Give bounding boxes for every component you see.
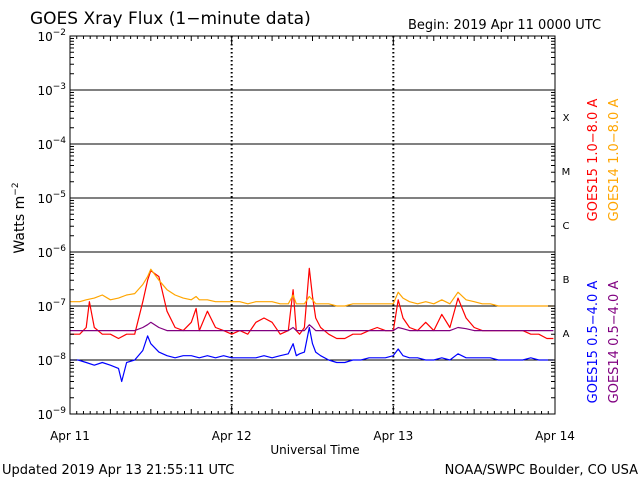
legend-entry-0: GOES15 1.0−8.0 A [586,99,601,222]
x-tick-label-3: Apr 14 [535,429,575,443]
chart-title: GOES Xray Flux (1−minute data) [30,9,311,29]
y-tick-label-base: 10 [37,192,52,206]
x-tick-label-0: Apr 11 [50,429,90,443]
flare-class-M: M [562,167,571,178]
series-line-0 [70,267,554,340]
y-tick-label: 10−3 [37,82,66,98]
legend-entry-1: GOES14 1.0−8.0 A [607,99,622,222]
series-line-3 [70,321,554,332]
flare-class-B: B [563,275,570,286]
y-tick-label: 10−4 [37,136,66,152]
y-tick-label-exp: −9 [53,406,67,416]
y-tick-label: 10−7 [37,298,66,314]
y-tick-label-base: 10 [37,354,52,368]
flare-class-X: X [563,113,570,124]
y-tick-label-exp: −7 [53,298,66,308]
y-tick-label: 10−2 [37,28,66,44]
y-tick-label-exp: −5 [53,190,66,200]
legend-entry-3: GOES14 0.5−4.0 A [607,281,622,404]
y-tick-label: 10−5 [37,190,66,206]
credit-text: NOAA/SWPC Boulder, CO USA [445,463,638,478]
y-tick-label-base: 10 [37,138,52,152]
y-axis-label-text: Watts m [12,196,28,254]
y-tick-label-exp: −6 [53,244,67,254]
series-line-1 [70,268,554,307]
flare-class-C: C [563,221,570,232]
y-axis-label: Watts m−2 [11,182,28,253]
y-tick-label-exp: −4 [53,136,67,146]
x-tick-label-2: Apr 13 [373,429,413,443]
y-tick-label-exp: −8 [53,352,67,362]
y-tick-label: 10−9 [37,406,66,422]
series-line-2 [70,326,554,383]
y-tick-label-exp: −3 [53,82,66,92]
x-axis-label: Universal Time [270,443,359,457]
y-tick-label-base: 10 [37,30,52,44]
y-tick-label: 10−8 [37,352,66,368]
updated-text: Updated 2019 Apr 13 21:55:11 UTC [2,463,234,478]
y-tick-label-exp: −2 [53,28,66,38]
flare-class-A: A [563,329,570,340]
begin-label: Begin: 2019 Apr 11 0000 UTC [408,18,601,33]
y-axis-label-exp: −2 [11,182,21,195]
y-tick-label-base: 10 [37,246,52,260]
x-tick-label-1: Apr 12 [212,429,252,443]
y-tick-label-base: 10 [37,300,52,314]
legend-entry-2: GOES15 0.5−4.0 A [586,281,601,404]
y-tick-label: 10−6 [37,244,66,260]
y-tick-label-base: 10 [37,408,52,422]
y-tick-label-base: 10 [37,84,52,98]
